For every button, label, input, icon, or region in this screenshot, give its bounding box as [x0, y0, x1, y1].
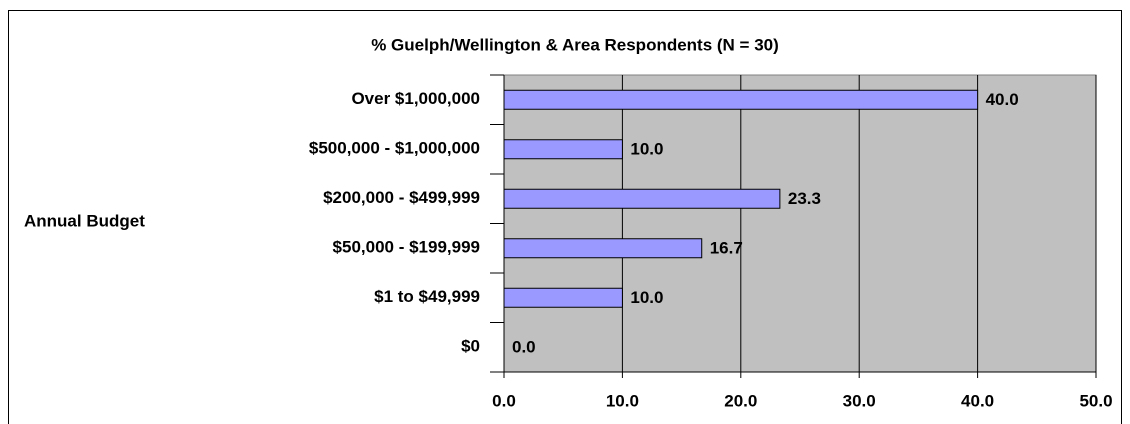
bar — [503, 89, 979, 110]
bar — [503, 188, 781, 209]
y-tick-label: $50,000 - $199,999 — [333, 238, 480, 257]
value-label: 10.0 — [630, 288, 663, 307]
y-axis-label: Annual Budget — [24, 211, 145, 230]
value-label: 40.0 — [986, 90, 1019, 109]
bar — [503, 238, 703, 259]
value-label: 23.3 — [788, 189, 821, 208]
bar — [503, 287, 623, 308]
x-tick-label: 10.0 — [606, 391, 639, 410]
plot-area — [503, 74, 1097, 373]
y-tick-label: $500,000 - $1,000,000 — [309, 139, 480, 158]
x-tick-label: 20.0 — [724, 391, 757, 410]
bar — [503, 139, 623, 160]
y-tick-label: $1 to $49,999 — [374, 287, 480, 306]
y-tick-label: $200,000 - $499,999 — [323, 188, 480, 207]
y-tick-label: $0 — [461, 337, 480, 356]
y-tick-label: Over $1,000,000 — [351, 89, 480, 108]
value-label: 10.0 — [630, 140, 663, 159]
x-tick-label: 40.0 — [961, 391, 994, 410]
value-label: 16.7 — [710, 239, 743, 258]
x-tick-label: 30.0 — [843, 391, 876, 410]
x-tick-label: 50.0 — [1079, 391, 1112, 410]
chart-subtitle: % Guelph/Wellington & Area Respondents (… — [371, 35, 779, 54]
value-label: 0.0 — [512, 338, 536, 357]
x-tick-label: 0.0 — [492, 391, 516, 410]
